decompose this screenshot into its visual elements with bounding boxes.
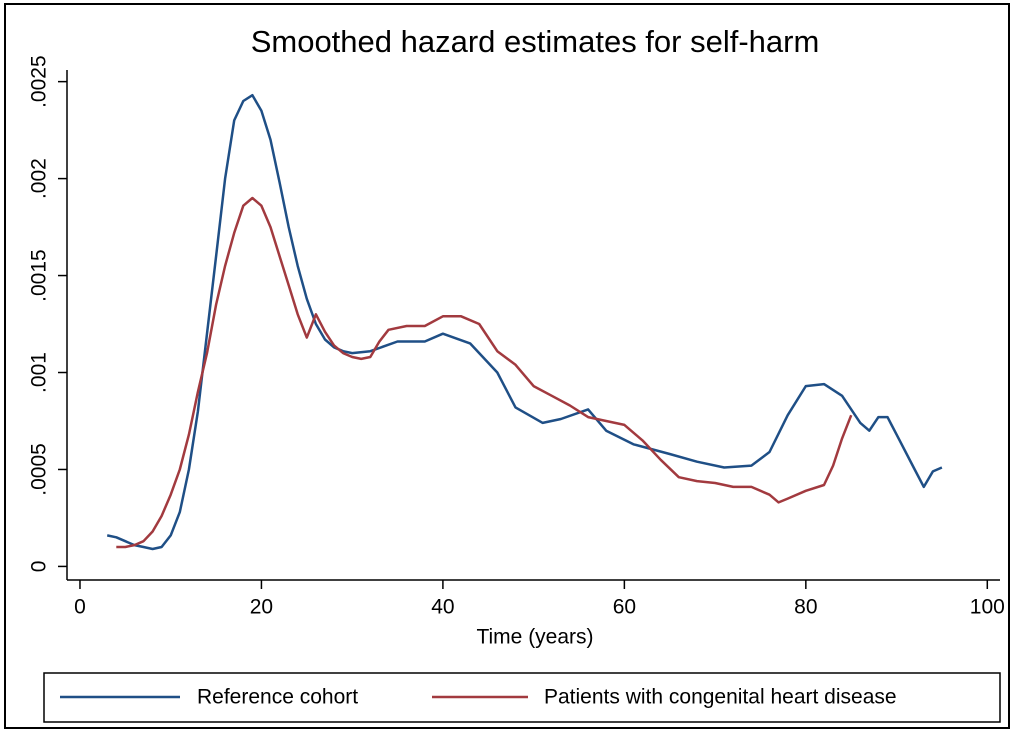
chart-title: Smoothed hazard estimates for self-harm (251, 24, 820, 59)
frame (4, 3, 1010, 729)
x-tick-label: 40 (431, 596, 454, 619)
y-tick-label: .0015 (28, 249, 51, 302)
y-tick-label: .002 (28, 158, 51, 199)
x-tick-label: 20 (250, 596, 273, 619)
x-tick-label: 80 (794, 596, 817, 619)
y-tick-label: 0 (28, 561, 51, 573)
legend-label: Patients with congenital heart disease (544, 686, 897, 709)
series-line (116, 196, 853, 549)
y-tick-label: .0005 (28, 443, 51, 496)
x-axis-label: Time (years) (476, 626, 593, 649)
series-line (106, 93, 943, 551)
x-tick-label: 60 (613, 596, 636, 619)
y-tick-label: .0025 (28, 55, 51, 108)
legend-box (43, 672, 1001, 723)
legend-label: Reference cohort (197, 686, 358, 709)
y-tick-label: .001 (28, 352, 51, 393)
x-tick-label: 0 (74, 596, 86, 619)
x-tick-label: 100 (970, 596, 1005, 619)
